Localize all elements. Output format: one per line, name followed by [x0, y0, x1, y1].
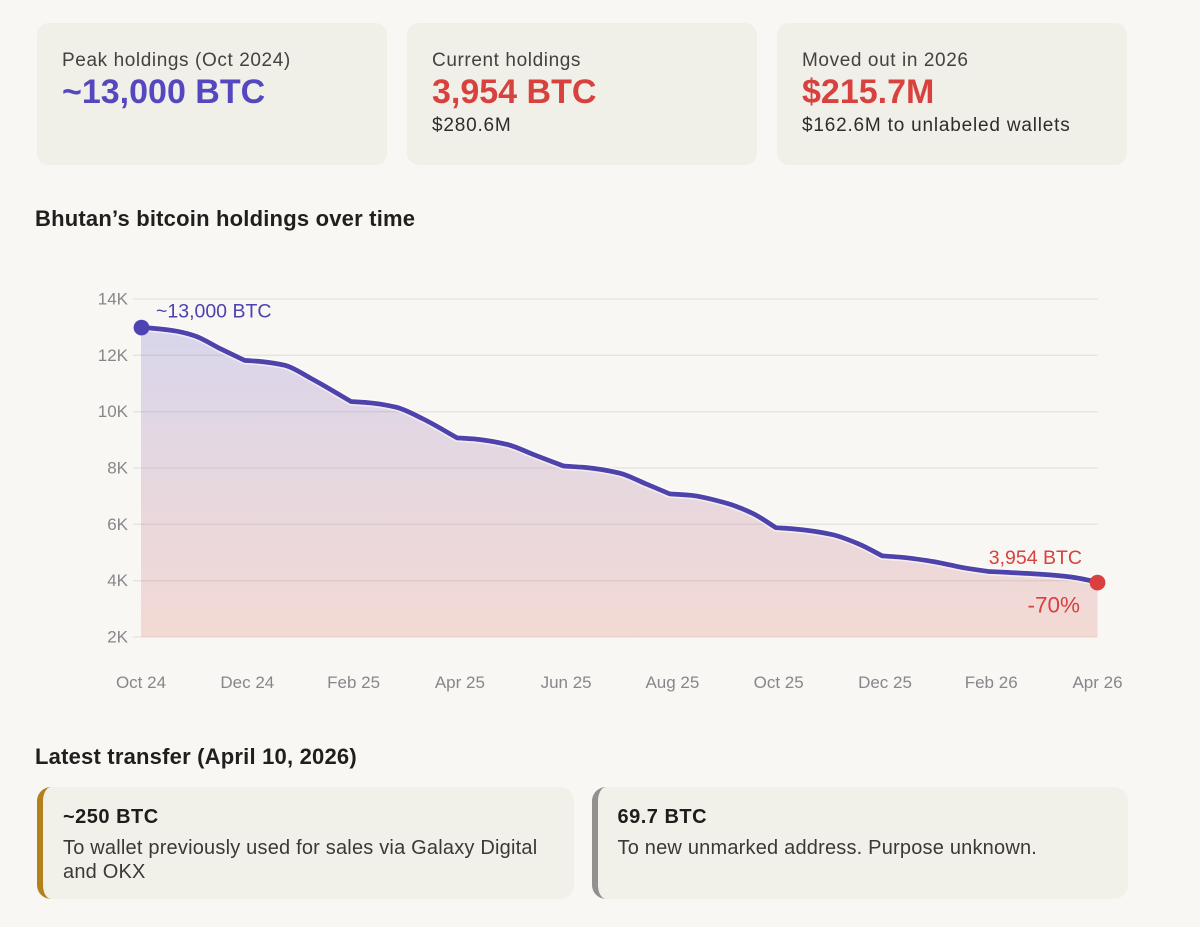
svg-text:Apr 26: Apr 26 [1072, 673, 1122, 692]
svg-text:Apr 25: Apr 25 [435, 673, 485, 692]
svg-text:Dec 24: Dec 24 [220, 673, 274, 692]
svg-text:Oct 24: Oct 24 [116, 673, 166, 692]
svg-text:3,954 BTC: 3,954 BTC [989, 547, 1082, 569]
svg-text:2K: 2K [107, 628, 128, 647]
svg-text:Jun 25: Jun 25 [541, 673, 592, 692]
svg-text:-70%: -70% [1027, 593, 1080, 618]
svg-text:~13,000 BTC: ~13,000 BTC [156, 301, 271, 323]
svg-text:Aug 25: Aug 25 [645, 673, 699, 692]
svg-text:14K: 14K [98, 290, 129, 309]
svg-text:10K: 10K [98, 402, 129, 421]
svg-text:Feb 26: Feb 26 [965, 673, 1018, 692]
svg-text:Dec 25: Dec 25 [858, 673, 912, 692]
svg-text:4K: 4K [107, 571, 128, 590]
svg-text:8K: 8K [107, 459, 128, 478]
svg-text:6K: 6K [107, 515, 128, 534]
svg-text:12K: 12K [98, 346, 129, 365]
svg-text:Oct 25: Oct 25 [754, 673, 804, 692]
svg-text:Feb 25: Feb 25 [327, 673, 380, 692]
